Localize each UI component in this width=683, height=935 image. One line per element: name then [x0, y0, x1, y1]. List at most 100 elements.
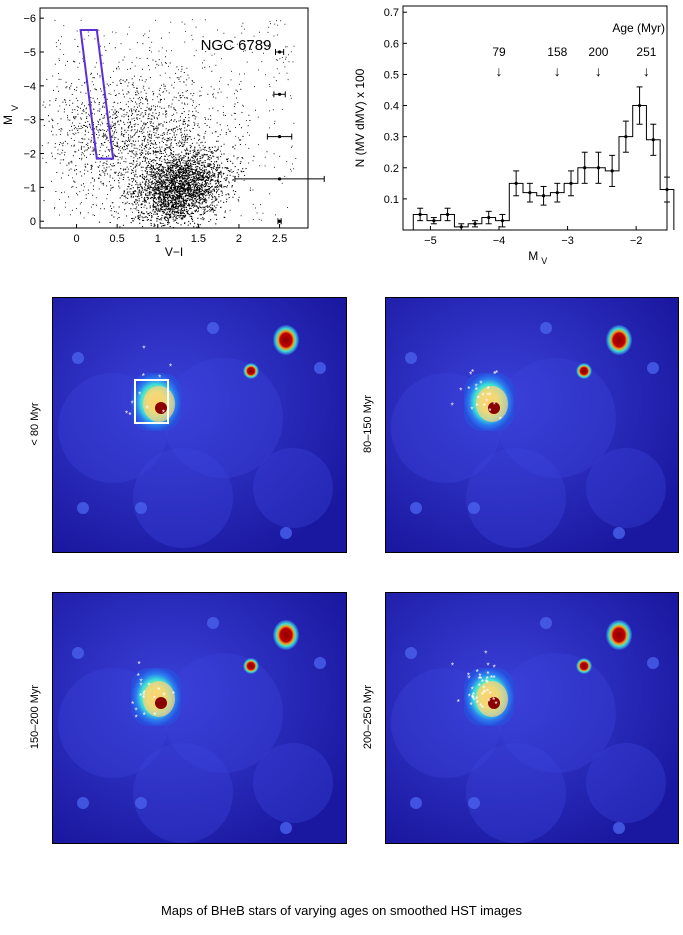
lf-ytick-label: 0.3: [384, 132, 399, 144]
cmd-error-bar-point: [277, 219, 282, 223]
map-star-marker: *: [471, 368, 474, 377]
map-star-marker: *: [479, 380, 482, 389]
map-star-marker: *: [493, 663, 496, 672]
lf-bin-point: [555, 191, 559, 195]
map-faint-source: [280, 527, 292, 539]
map-diffuse-glow: [163, 653, 283, 773]
map-faint-source: [77, 502, 89, 514]
cmd-axes-frame: [39, 7, 309, 229]
map-star-marker: *: [482, 689, 485, 698]
map-star-marker: *: [157, 686, 160, 695]
map-faint-source: [468, 502, 480, 514]
map-star-marker: *: [142, 372, 145, 381]
map-star-marker: *: [135, 707, 138, 716]
map-star-marker: *: [482, 684, 485, 693]
map-star-marker: *: [145, 405, 148, 414]
map-star-marker: *: [479, 702, 482, 711]
lf-xlabel-sub: V: [541, 256, 547, 266]
map-star-marker: *: [478, 675, 481, 684]
map-bright-source: [243, 363, 259, 379]
lf-bin: [540, 185, 547, 206]
map-faint-source: [207, 322, 219, 334]
map-panel-3: * * * * * * * * * * * * * * * * * *: [52, 592, 347, 844]
map-star-marker: *: [485, 678, 488, 687]
map-star-marker: *: [481, 691, 484, 700]
map-star-marker: *: [471, 686, 474, 695]
lf-bin-point: [651, 138, 655, 142]
map-star-marker: *: [472, 695, 475, 704]
map-heatmap: ********** ************: [386, 298, 678, 552]
lf-histogram-steps: [412, 105, 675, 230]
map-faint-source: [135, 797, 147, 809]
map-star-marker: *: [484, 649, 487, 658]
cmd-ytick-label: −1: [23, 182, 36, 194]
lf-age-marker: 200 ↓: [588, 45, 608, 79]
cmd-title: NGC 6789: [201, 37, 272, 54]
map-panel-1: * * * * * * * * * *: [52, 297, 347, 553]
map-star-marker: *: [488, 392, 491, 401]
map-star-marker: *: [140, 678, 143, 687]
map-star-marker: *: [487, 391, 490, 400]
lf-bin-point: [583, 166, 587, 170]
cmd-points: [41, 19, 297, 228]
lf-age-marker-label: 200: [588, 45, 608, 59]
map-panel-4: * * * * * * * * * * * * * * * * * * * * * * * * * * * * * * * * * * * * * * * *: [385, 592, 679, 844]
lf-age-marker: 251 ↓: [636, 45, 656, 79]
lf-bin-point: [624, 135, 628, 139]
map-star-marker: *: [486, 670, 489, 679]
map-star-marker: *: [489, 690, 492, 699]
map-star-marker: *: [486, 662, 489, 671]
map-star-marker: *: [169, 363, 172, 372]
cmd-ytick-label: −5: [23, 47, 36, 59]
lf-ytick-label: 0.5: [384, 69, 399, 81]
lf-age-marker: 79 ↓: [492, 45, 506, 79]
lf-bin: [636, 86, 643, 125]
lf-bin: [430, 217, 437, 225]
lf-bin: [568, 170, 574, 197]
lf-bin: [417, 207, 424, 222]
map-star-marker: *: [487, 697, 490, 706]
map-star-marker: *: [483, 689, 486, 698]
cmd-xlabel: V−I: [165, 245, 183, 259]
map-faint-source: [540, 322, 552, 334]
map-star-marker: *: [142, 694, 145, 703]
down-arrow-icon: ↓: [643, 63, 650, 79]
lf-bin-point: [418, 212, 422, 217]
map-star-marker: *: [172, 690, 175, 699]
map-faint-source: [405, 647, 417, 659]
lf-ylabel: N (MV dMV) x 100: [353, 68, 367, 167]
map-diffuse-glow: [253, 448, 333, 528]
map-star-marker: *: [135, 714, 138, 723]
map-faint-source: [314, 657, 326, 669]
map-bright-source: [606, 325, 632, 355]
map-star-marker: *: [475, 386, 478, 395]
map-star-marker: *: [486, 687, 489, 696]
map-diffuse-glow: [466, 743, 566, 843]
map-diffuse-glow: [586, 448, 666, 528]
cmd-error-bar-point: [277, 92, 282, 96]
map-faint-source: [135, 502, 147, 514]
map-star-marker: *: [483, 402, 486, 411]
map-faint-source: [468, 797, 480, 809]
lf-bin-point: [569, 181, 573, 185]
map-faint-source: [647, 657, 659, 669]
map-star-marker: *: [467, 671, 470, 680]
lf-age-marker-label: 79: [492, 45, 506, 59]
map-star-marker: *: [468, 692, 471, 701]
map-faint-source: [280, 822, 292, 834]
lf-xtick-label: −3: [561, 235, 574, 247]
map-bright-source: [273, 325, 299, 355]
map-star-marker: *: [142, 345, 145, 354]
map-star-marker: *: [493, 674, 496, 683]
down-arrow-icon: ↓: [595, 63, 602, 79]
map-star-marker: *: [143, 689, 146, 698]
cmd-error-bar: [277, 218, 282, 225]
map-star-marker: *: [153, 711, 156, 720]
map-star-marker: *: [162, 408, 165, 417]
map-star-marker: *: [494, 700, 497, 709]
map-bright-source: [576, 658, 592, 674]
cmd-error-bar: [273, 91, 286, 98]
map-label-4: 200–250 Myr: [362, 684, 374, 750]
map-star-marker: *: [137, 672, 140, 681]
map-star-marker: *: [125, 410, 128, 419]
